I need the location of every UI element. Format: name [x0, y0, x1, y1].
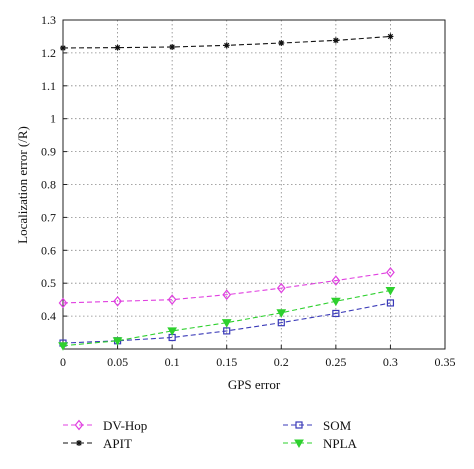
legend-label-npla: NPLA — [323, 436, 358, 451]
data-point-npla — [112, 337, 123, 346]
y-tick-label: 0.9 — [41, 145, 56, 159]
legend-marker-apit — [76, 440, 82, 446]
legend-marker-dv-hop — [74, 419, 84, 431]
legend: DV-Hop SOM APIT NPLA — [63, 418, 358, 451]
x-tick-label: 0.15 — [216, 355, 237, 369]
data-point-npla — [330, 297, 341, 307]
y-tick-label: 1.1 — [41, 79, 56, 93]
data-point-apit — [387, 33, 394, 40]
x-tick-label: 0.1 — [165, 355, 180, 369]
data-point-dv-hop — [222, 289, 232, 301]
x-tick-label: 0.05 — [107, 355, 128, 369]
y-tick-label: 0.8 — [41, 178, 56, 192]
y-tick-label: 0.7 — [41, 210, 56, 224]
data-point-som — [386, 299, 395, 307]
x-tick-label: 0.25 — [325, 355, 346, 369]
y-tick-label: 1 — [50, 112, 56, 126]
y-tick-label: 0.5 — [41, 276, 56, 290]
x-axis-label: GPS error — [228, 377, 281, 392]
legend-marker-npla — [294, 439, 304, 449]
data-point-som — [277, 319, 285, 327]
y-tick-label: 0.4 — [41, 309, 56, 323]
series-apit — [60, 33, 394, 51]
data-point-som — [223, 327, 231, 335]
data-point-apit — [169, 43, 176, 50]
legend-label-apit: APIT — [103, 436, 132, 451]
series-group — [58, 33, 396, 351]
x-axis-ticks: 0 0.05 0.1 0.15 0.2 0.25 0.3 0.35 — [60, 345, 456, 369]
legend-item-som: SOM — [283, 418, 352, 433]
data-point-npla — [385, 286, 396, 296]
legend-item-npla: NPLA — [283, 436, 358, 451]
series-line-dv-hop — [62, 271, 391, 304]
series-line-som — [62, 302, 391, 344]
data-point-apit — [114, 44, 121, 51]
series-npla — [58, 286, 396, 351]
data-point-dv-hop — [58, 297, 68, 309]
y-axis-ticks: 0.4 0.5 0.6 0.7 0.8 0.9 1 1.1 1.2 1.3 — [41, 13, 67, 323]
legend-item-apit: APIT — [63, 436, 132, 451]
data-point-apit — [60, 44, 66, 51]
data-point-som — [332, 309, 340, 318]
y-tick-label: 1.2 — [41, 46, 56, 60]
data-point-npla — [276, 309, 287, 318]
data-point-apit — [332, 37, 339, 44]
legend-marker-som — [295, 421, 303, 429]
data-point-npla — [167, 327, 178, 336]
data-point-apit — [278, 40, 285, 47]
x-tick-label: 0 — [60, 355, 66, 369]
data-point-npla — [58, 342, 68, 351]
legend-item-dv-hop: DV-Hop — [63, 418, 147, 433]
data-point-dv-hop — [276, 282, 286, 294]
x-tick-label: 0.3 — [383, 355, 398, 369]
x-tick-label: 0.35 — [435, 355, 456, 369]
legend-label-dv-hop: DV-Hop — [103, 418, 147, 433]
data-point-dv-hop — [113, 295, 122, 307]
legend-label-som: SOM — [323, 418, 352, 433]
series-dv-hop — [58, 266, 395, 309]
y-tick-label: 0.6 — [41, 243, 56, 257]
data-point-dv-hop — [386, 266, 395, 278]
y-tick-label: 1.3 — [41, 13, 56, 27]
data-point-apit — [223, 42, 230, 49]
data-point-dv-hop — [331, 275, 341, 286]
y-axis-label: Localization error (/R) — [15, 126, 30, 244]
data-point-dv-hop — [167, 294, 177, 305]
data-point-npla — [221, 319, 232, 328]
x-tick-label: 0.2 — [274, 355, 289, 369]
